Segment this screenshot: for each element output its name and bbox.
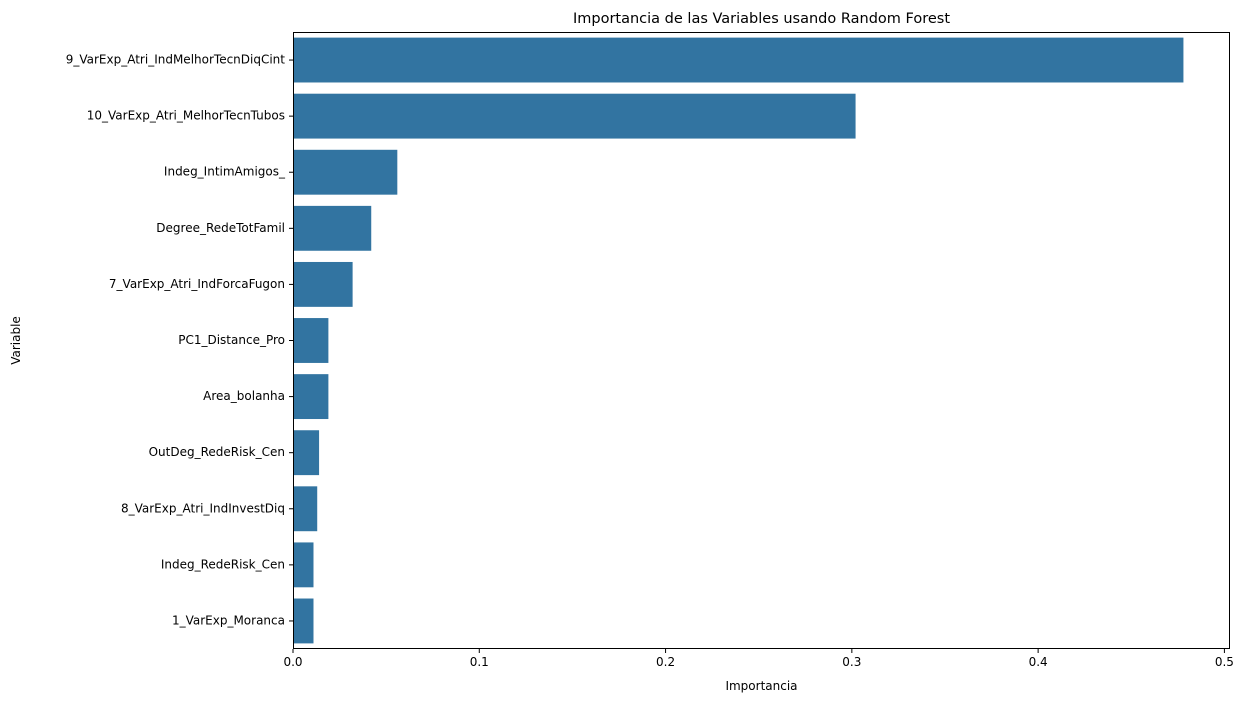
bars-layer bbox=[293, 37, 1184, 644]
bar bbox=[293, 149, 398, 195]
ticks-layer: 9_VarExp_Atri_IndMelhorTecnDiqCint 10_Var… bbox=[66, 53, 1234, 669]
bar bbox=[293, 93, 856, 139]
bar bbox=[293, 486, 318, 532]
bar bbox=[293, 205, 372, 251]
x-tick-label: 0.5 bbox=[1215, 655, 1234, 669]
x-tick-label: 0.4 bbox=[1029, 655, 1048, 669]
x-tick-label: 0.2 bbox=[656, 655, 675, 669]
x-tick-label: 0.0 bbox=[283, 655, 302, 669]
y-axis-label: Variable bbox=[9, 316, 23, 365]
y-tick-label: 1_VarExp_Moranca bbox=[172, 613, 285, 627]
y-tick-label: OutDeg_RedeRisk_Cen bbox=[149, 445, 285, 459]
y-tick-label: 10_VarExp_Atri_MelhorTecnTubos bbox=[87, 109, 285, 123]
plot-frame bbox=[293, 32, 1230, 649]
y-tick-label: Degree_RedeTotFamil bbox=[156, 221, 285, 235]
chart-title: Importancia de las Variables usando Rand… bbox=[573, 11, 950, 27]
bar bbox=[293, 261, 353, 307]
bar bbox=[293, 318, 329, 363]
bar bbox=[293, 542, 314, 588]
y-tick-label: Indeg_RedeRisk_Cen bbox=[161, 557, 285, 571]
x-axis-label: Importancia bbox=[725, 679, 797, 693]
y-tick-label: 9_VarExp_Atri_IndMelhorTecnDiqCint bbox=[66, 53, 286, 67]
y-tick-label: Area_bolanha bbox=[203, 389, 285, 403]
y-tick-label: 8_VarExp_Atri_IndInvestDiq bbox=[121, 501, 285, 515]
bar bbox=[293, 598, 314, 644]
y-tick-label: 7_VarExp_Atri_IndForcaFugon bbox=[109, 277, 285, 291]
y-tick-label: Indeg_IntimAmigos_ bbox=[164, 165, 286, 179]
bar bbox=[293, 37, 1184, 83]
bar bbox=[293, 374, 329, 420]
y-tick-label: PC1_Distance_Pro bbox=[178, 333, 285, 347]
bar bbox=[293, 430, 320, 476]
x-tick-label: 0.1 bbox=[470, 655, 489, 669]
x-tick-label: 0.3 bbox=[842, 655, 861, 669]
